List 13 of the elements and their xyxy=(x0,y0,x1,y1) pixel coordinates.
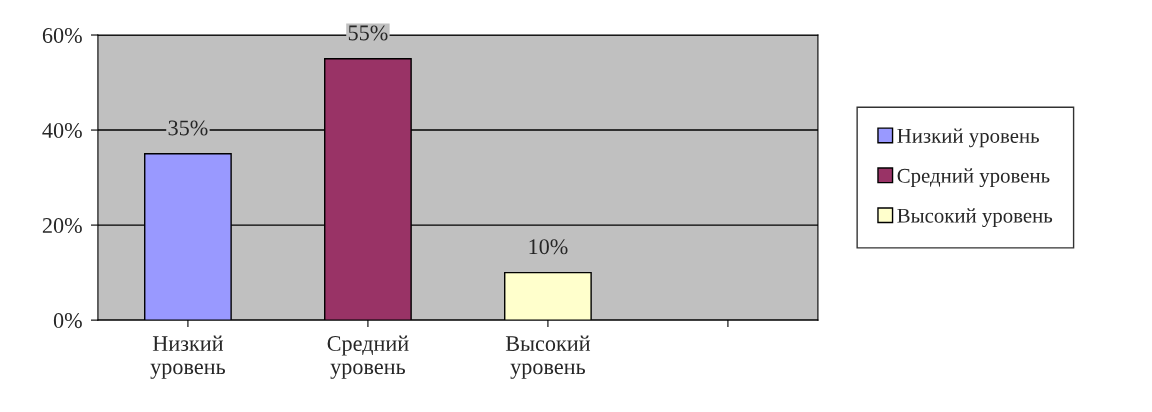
x-tick-label: Высокий уровень xyxy=(505,335,591,379)
data-label: 55% xyxy=(348,25,388,41)
data-label: 10% xyxy=(529,239,568,255)
y-tick-label: 20% xyxy=(42,218,82,234)
legend-label: Высокий уровень xyxy=(897,208,1053,228)
data-label: 35% xyxy=(168,120,208,136)
y-tick-label: 60% xyxy=(42,27,82,44)
y-tick-label: 0% xyxy=(53,313,82,329)
x-tick-label: Низкий уровень xyxy=(150,335,226,379)
x-tick-label: Средний уровень xyxy=(327,335,409,379)
legend-label: Средний уровень xyxy=(897,168,1050,188)
legend-label: Низкий уровень xyxy=(897,128,1039,148)
y-tick-label: 40% xyxy=(42,122,82,139)
